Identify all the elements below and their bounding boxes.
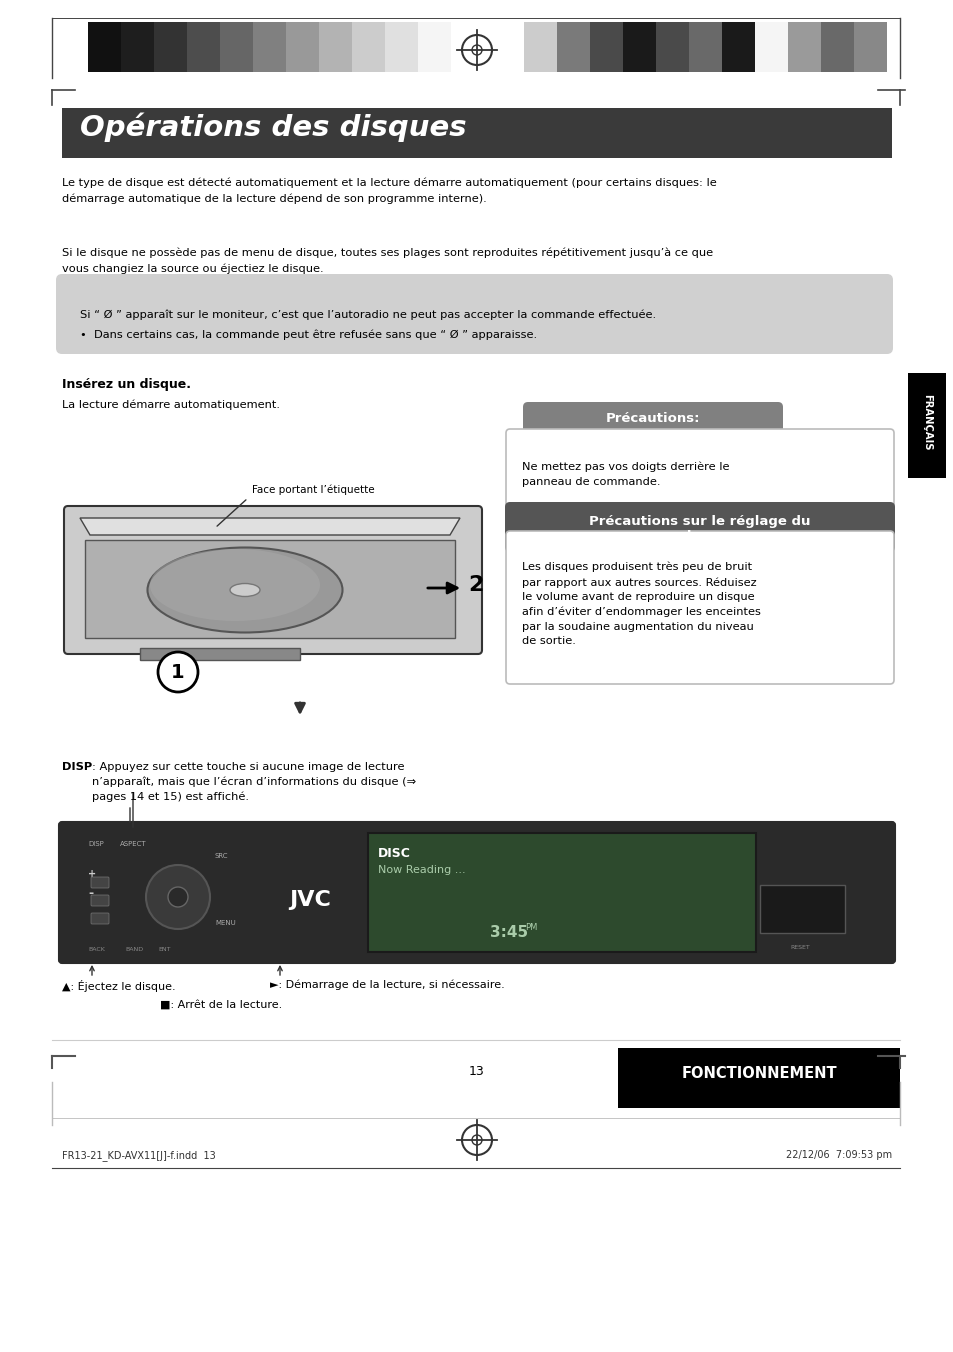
Text: Ne mettez pas vos doigts derrière le
panneau de commande.: Ne mettez pas vos doigts derrière le pan… [521, 462, 729, 487]
Text: ▲: Éjectez le disque.: ▲: Éjectez le disque. [62, 980, 175, 992]
Ellipse shape [148, 548, 342, 633]
Text: +: + [88, 869, 96, 879]
Bar [417, 22, 451, 72]
Bar [821, 22, 853, 72]
Bar [523, 22, 557, 72]
Bar [688, 22, 721, 72]
Text: DISP: DISP [62, 763, 92, 772]
Bar [589, 22, 622, 72]
FancyBboxPatch shape [91, 913, 109, 923]
Bar [352, 22, 385, 72]
Bar [121, 22, 153, 72]
Text: •  Dans certains cas, la commande peut être refusée sans que “ Ø ” apparaisse.: • Dans certains cas, la commande peut êt… [80, 329, 537, 339]
FancyBboxPatch shape [618, 1048, 899, 1109]
Bar [853, 22, 886, 72]
Text: 2: 2 [468, 575, 483, 595]
Bar [622, 22, 656, 72]
Text: Précautions sur le réglage du: Précautions sur le réglage du [589, 515, 810, 527]
Text: ASPECT: ASPECT [120, 841, 147, 846]
Bar [220, 22, 253, 72]
Bar [787, 22, 821, 72]
Circle shape [146, 865, 210, 929]
FancyBboxPatch shape [907, 373, 945, 479]
FancyBboxPatch shape [504, 502, 894, 552]
Bar [85, 539, 455, 638]
Text: BACK: BACK [88, 946, 105, 952]
Text: ►: Démarrage de la lecture, si nécessaire.: ►: Démarrage de la lecture, si nécessair… [270, 980, 504, 991]
Text: FRANÇAIS: FRANÇAIS [921, 393, 931, 450]
Bar [368, 833, 755, 952]
Bar [754, 22, 787, 72]
Text: MENU: MENU [214, 919, 235, 926]
FancyBboxPatch shape [91, 877, 109, 888]
Bar [187, 22, 220, 72]
Text: ■: Arrêt de la lecture.: ■: Arrêt de la lecture. [160, 1000, 282, 1010]
Bar [253, 22, 286, 72]
Text: JVC: JVC [289, 890, 331, 910]
FancyBboxPatch shape [62, 108, 891, 158]
Text: 13: 13 [469, 1065, 484, 1078]
Text: SRC: SRC [214, 853, 229, 859]
Bar [318, 22, 352, 72]
Text: Now Reading ...: Now Reading ... [377, 865, 465, 875]
Text: FONCTIONNEMENT: FONCTIONNEMENT [680, 1067, 836, 1082]
FancyBboxPatch shape [56, 274, 892, 354]
Bar [557, 22, 589, 72]
Text: 22/12/06  7:09:53 pm: 22/12/06 7:09:53 pm [785, 1151, 891, 1160]
Text: Opérations des disques: Opérations des disques [80, 112, 466, 142]
Text: Insérez un disque.: Insérez un disque. [62, 379, 191, 391]
FancyBboxPatch shape [505, 531, 893, 684]
Text: FR13-21_KD-AVX11[J]-f.indd  13: FR13-21_KD-AVX11[J]-f.indd 13 [62, 1151, 215, 1161]
Text: DISP: DISP [88, 841, 104, 846]
Bar [385, 22, 417, 72]
Ellipse shape [230, 584, 260, 596]
Text: 1: 1 [171, 662, 185, 681]
Text: Face portant l’étiquette: Face portant l’étiquette [252, 484, 375, 495]
Polygon shape [80, 518, 459, 535]
Text: Précautions:: Précautions: [605, 412, 700, 426]
Text: Si “ Ø ” apparaît sur le moniteur, c’est que l’autoradio ne peut pas accepter la: Si “ Ø ” apparaît sur le moniteur, c’est… [80, 310, 656, 320]
Text: -: - [88, 887, 93, 900]
Text: PM: PM [524, 923, 537, 932]
Text: Les disques produisent très peu de bruit
par rapport aux autres sources. Réduise: Les disques produisent très peu de bruit… [521, 562, 760, 646]
Bar [721, 22, 754, 72]
Text: volume:: volume: [669, 530, 729, 544]
Bar [140, 648, 299, 660]
Text: ENT: ENT [158, 946, 171, 952]
Text: Si le disque ne possède pas de menu de disque, toutes ses plages sont reproduite: Si le disque ne possède pas de menu de d… [62, 247, 713, 273]
FancyBboxPatch shape [91, 895, 109, 906]
Circle shape [158, 652, 198, 692]
Text: RESET: RESET [789, 945, 809, 950]
FancyBboxPatch shape [505, 429, 893, 508]
Text: DISC: DISC [377, 846, 411, 860]
Bar [153, 22, 187, 72]
Bar [760, 886, 844, 933]
FancyBboxPatch shape [522, 402, 782, 439]
Bar [656, 22, 688, 72]
Ellipse shape [150, 549, 319, 621]
Bar [286, 22, 318, 72]
Text: BAND: BAND [125, 946, 143, 952]
Bar [88, 22, 121, 72]
Text: 3:45: 3:45 [490, 925, 528, 940]
Text: La lecture démarre automatiquement.: La lecture démarre automatiquement. [62, 399, 280, 410]
FancyBboxPatch shape [59, 822, 894, 963]
Text: : Appuyez sur cette touche si aucune image de lecture
n’apparaît, mais que l’écr: : Appuyez sur cette touche si aucune ima… [91, 763, 416, 802]
Circle shape [792, 918, 806, 932]
Circle shape [168, 887, 188, 907]
FancyBboxPatch shape [64, 506, 481, 654]
Text: Le type de disque est détecté automatiquement et la lecture démarre automatiquem: Le type de disque est détecté automatiqu… [62, 178, 716, 204]
